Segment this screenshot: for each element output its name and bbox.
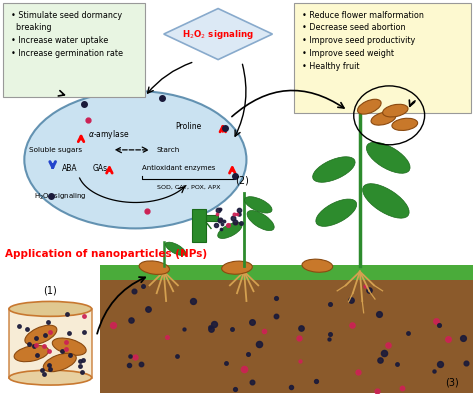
Ellipse shape xyxy=(371,112,396,125)
FancyBboxPatch shape xyxy=(3,3,145,97)
Text: SOD, CAT, POX, APX: SOD, CAT, POX, APX xyxy=(157,185,220,190)
Ellipse shape xyxy=(392,118,418,130)
Ellipse shape xyxy=(43,353,76,372)
Ellipse shape xyxy=(363,184,409,218)
Ellipse shape xyxy=(9,370,91,385)
Ellipse shape xyxy=(383,104,408,117)
Bar xyxy=(100,271,474,393)
Text: (3): (3) xyxy=(445,377,459,387)
Text: Proline: Proline xyxy=(175,122,202,131)
Ellipse shape xyxy=(165,242,186,255)
Ellipse shape xyxy=(9,301,91,316)
Ellipse shape xyxy=(366,142,410,173)
Ellipse shape xyxy=(222,261,252,274)
Polygon shape xyxy=(164,9,273,59)
Ellipse shape xyxy=(357,99,381,114)
Ellipse shape xyxy=(139,261,170,275)
Ellipse shape xyxy=(218,222,242,238)
Ellipse shape xyxy=(313,157,355,182)
Text: • Reduce flower malformation
• Decrease seed abortion
• Improve seed productivit: • Reduce flower malformation • Decrease … xyxy=(302,11,424,71)
Text: H$_2$O$_2$ signaling: H$_2$O$_2$ signaling xyxy=(182,28,254,41)
Ellipse shape xyxy=(14,346,49,362)
Text: • Stimulate seed dormancy
  breaking
• Increase water uptake
• Increase germinat: • Stimulate seed dormancy breaking • Inc… xyxy=(11,11,123,58)
Text: Starch: Starch xyxy=(156,147,180,153)
Text: H$_2$O$_2$ signaling: H$_2$O$_2$ signaling xyxy=(34,192,86,202)
Bar xyxy=(100,265,474,280)
Ellipse shape xyxy=(24,91,246,229)
Text: GAs: GAs xyxy=(93,164,108,173)
Ellipse shape xyxy=(25,325,57,345)
Ellipse shape xyxy=(316,199,356,227)
Text: Soluble sugars: Soluble sugars xyxy=(29,147,82,153)
Ellipse shape xyxy=(245,197,272,213)
Text: ABA: ABA xyxy=(62,164,78,173)
Polygon shape xyxy=(192,209,206,242)
Polygon shape xyxy=(9,309,91,377)
Text: Application of nanoparticles (NPs): Application of nanoparticles (NPs) xyxy=(5,249,208,259)
Text: (2): (2) xyxy=(235,175,249,185)
Ellipse shape xyxy=(247,210,274,230)
Ellipse shape xyxy=(302,259,333,272)
FancyBboxPatch shape xyxy=(294,3,471,113)
Text: Antioxidant enzymes: Antioxidant enzymes xyxy=(143,165,216,171)
Text: $\alpha$-amylase: $\alpha$-amylase xyxy=(88,128,129,141)
Text: (1): (1) xyxy=(44,286,57,296)
Ellipse shape xyxy=(52,338,86,355)
Polygon shape xyxy=(206,216,218,221)
